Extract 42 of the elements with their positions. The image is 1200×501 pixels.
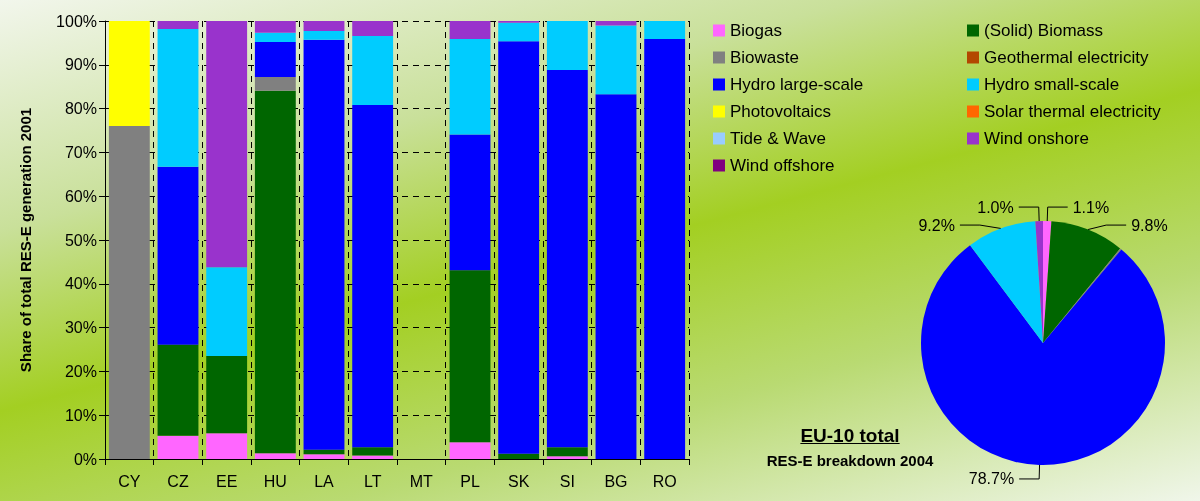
text: EU-10 total <box>799 425 901 447</box>
text: RES-E breakdown 2004 <box>765 452 935 470</box>
x-tick-label: RO <box>652 472 677 490</box>
data-label: 9.2% <box>918 216 955 234</box>
y-tick-label: 90% <box>64 56 97 74</box>
y-tick-label: 30% <box>64 319 97 337</box>
y-tick-label: 80% <box>64 100 97 118</box>
legend-label: Wind onshore <box>984 129 1089 148</box>
legend-label: Hydro large-scale <box>730 75 864 94</box>
x-tick-label: CY <box>118 472 141 490</box>
x-tick-label: MT <box>409 472 434 490</box>
legend-label: Geothermal electricity <box>984 48 1149 67</box>
legend-label: (Solid) Biomass <box>984 21 1104 40</box>
x-tick-label: BG <box>604 472 628 490</box>
x-tick-label: PL <box>460 472 480 490</box>
x-tick-label: SI <box>559 472 575 490</box>
y-tick-label: 50% <box>64 231 97 249</box>
data-label: 1.1% <box>1072 198 1110 216</box>
x-tick-label: LA <box>314 472 335 490</box>
x-tick-label: CZ <box>167 472 189 490</box>
legend-label: Hydro small-scale <box>984 75 1120 94</box>
data-label: 1.0% <box>977 198 1014 216</box>
y-tick-label: 70% <box>64 143 97 161</box>
x-tick-label: EE <box>215 472 238 490</box>
y-tick-label: 40% <box>64 275 97 293</box>
y-tick-label: 20% <box>64 362 97 380</box>
y-tick-label: 0% <box>73 450 97 468</box>
y-tick-label: 10% <box>64 406 97 424</box>
x-tick-label: SK <box>507 472 530 490</box>
y-axis-title: Share of total RES-E generation 2001 <box>17 107 34 373</box>
data-label: 78.7% <box>968 470 1015 488</box>
y-tick-label: 60% <box>64 187 97 205</box>
x-tick-label: LT <box>363 472 382 490</box>
data-label: 9.8% <box>1131 216 1168 234</box>
x-tick-label: HU <box>263 472 287 490</box>
legend-label: Solar thermal electricity <box>984 102 1162 121</box>
legend-label: Biogas <box>730 21 782 40</box>
legend-label: Biowaste <box>730 48 799 67</box>
legend-label: Photovoltaics <box>730 102 832 121</box>
y-tick-label: 100% <box>56 12 97 30</box>
legend-label: Wind offshore <box>730 156 835 175</box>
legend-label: Tide & Wave <box>730 129 827 148</box>
